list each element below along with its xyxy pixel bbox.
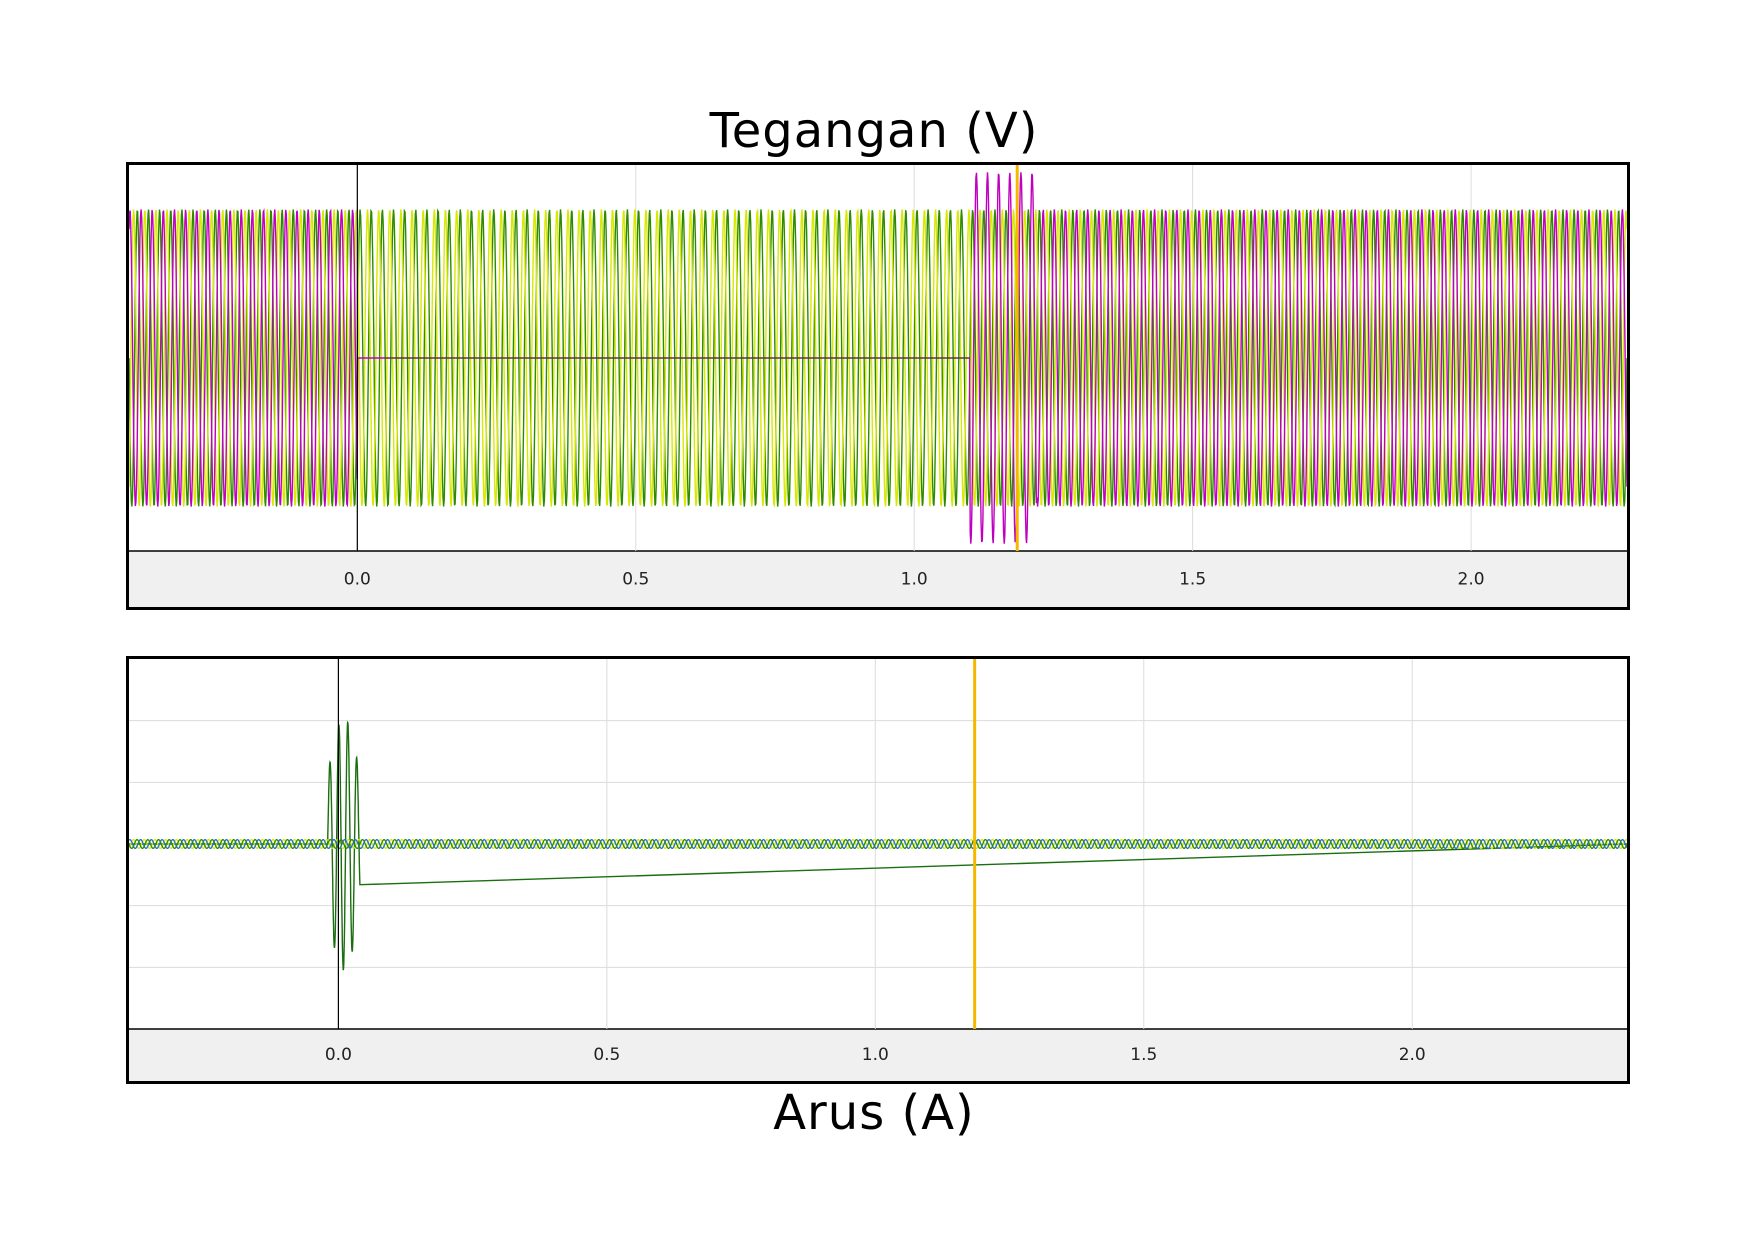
x-tick-label: 0.5 [593,1045,620,1065]
voltage-chart: 0.0 0.5 1.0 1.5 2.0 [129,165,1627,607]
current-chart: 0.0 0.5 1.0 1.5 2.0 [129,659,1627,1081]
voltage-chart-panel: 0.0 0.5 1.0 1.5 2.0 [126,162,1630,610]
series-line-green [129,838,1627,850]
x-tick-label: 0.5 [622,570,649,590]
x-tick-label: 1.0 [901,570,928,590]
x-axis-band [129,551,1627,607]
series-line-blue [129,838,1627,850]
x-tick-label: 2.0 [1399,1045,1426,1065]
x-tick-label: 1.5 [1130,1045,1157,1065]
current-chart-title: Arus (A) [773,1085,975,1141]
x-tick-label: 2.0 [1458,570,1485,590]
waveforms [129,172,1627,544]
voltage-chart-title: Tegangan (V) [709,103,1039,159]
series-line-dark_green [129,720,1627,971]
current-chart-panel: 0.0 0.5 1.0 1.5 2.0 [126,656,1630,1084]
x-axis-band [129,1029,1627,1081]
x-tick-label: 0.0 [344,570,371,590]
x-tick-label: 1.5 [1179,570,1206,590]
x-tick-label: 1.0 [862,1045,889,1065]
waveforms [129,720,1627,971]
x-tick-label: 0.0 [325,1045,352,1065]
series-line-yellow [129,208,1627,508]
